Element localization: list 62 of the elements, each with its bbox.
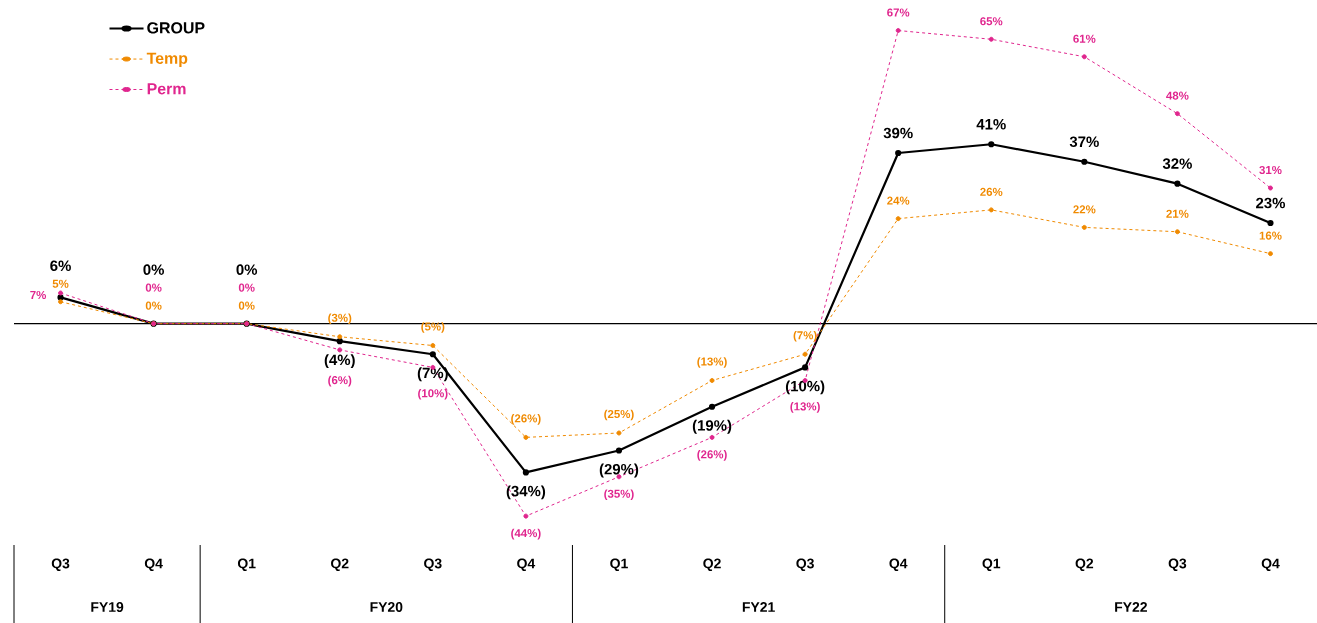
text: FY22 [1115,602,1147,612]
x-tick-label: Q2 [703,558,721,572]
data-label: 0% [143,264,165,275]
data-label: (34%) [506,485,546,500]
data-label: (29%) [599,463,639,478]
data-label: 41% [976,119,1006,130]
data-label: (44%) [511,528,541,540]
legend-label: Perm [147,83,186,95]
data-label: (13%) [697,357,727,368]
data-label: 67% [887,8,910,17]
data-label: 24% [887,196,910,205]
data-label: 6% [50,260,71,272]
data-label: (3%) [328,313,352,325]
x-tick-label: Q1 [237,558,256,572]
data-label: 23% [1256,197,1286,209]
data-label: 65% [980,17,1003,26]
data-label: 16% [1259,231,1282,240]
data-label: (13%) [790,402,820,413]
text: FY19 [91,602,124,612]
x-tick-label: Q4 [1261,558,1280,572]
x-tick-label: Q4 [144,558,163,572]
data-label: (5%) [421,322,445,333]
data-label: (26%) [697,450,727,461]
x-tick-label: Q3 [424,558,442,572]
x-tick-label: Q1 [982,558,1001,572]
data-label: (4%) [324,354,355,369]
data-label: 39% [883,127,913,139]
x-tick-label: Q4 [889,558,908,572]
x-tick-label: Q3 [1168,558,1187,572]
data-label: 7% [30,290,47,300]
data-label: 61% [1073,34,1096,43]
data-label: (25%) [604,409,634,421]
data-label: 48% [1166,91,1189,100]
x-tick-label: Q2 [331,558,349,572]
data-label: 37% [1069,136,1099,148]
data-label: 32% [1162,158,1192,169]
x-tick-label: Q4 [517,558,536,572]
x-tick-label: Q2 [1075,558,1094,572]
x-tick-label: Q1 [610,558,628,572]
text: FY20 [370,602,403,612]
text: FY21 [742,602,775,612]
data-label: (7%) [793,330,817,342]
x-tick-label: Q3 [51,558,70,572]
data-label: (10%) [418,388,448,400]
data-label: 0% [145,283,162,292]
legend-label: Temp [146,52,188,68]
data-label: (26%) [511,414,541,425]
data-label: 22% [1073,205,1096,214]
x-tick-label: Q3 [796,558,814,572]
data-label: 0% [145,301,162,310]
data-label: (19%) [692,419,732,434]
data-label: 5% [52,279,69,288]
data-label: 0% [236,264,258,275]
data-label: 21% [1166,209,1189,218]
data-label: 0% [238,301,255,310]
data-label: 0% [238,283,255,292]
data-label: (6%) [328,375,352,387]
data-label: 26% [980,187,1003,196]
data-label: 31% [1259,165,1282,175]
data-label: (35%) [604,489,634,501]
data-label: (10%) [785,380,825,395]
legend-label: GROUP [147,22,205,34]
